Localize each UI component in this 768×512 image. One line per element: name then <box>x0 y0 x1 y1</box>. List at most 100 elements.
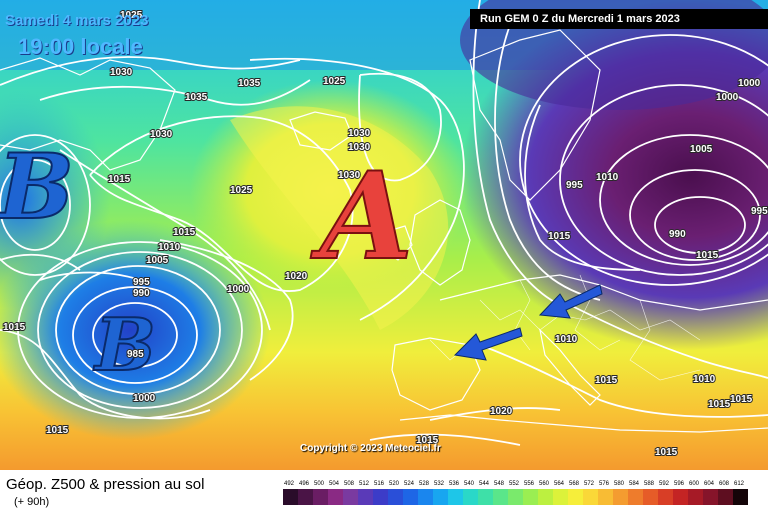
scale-swatch <box>568 489 583 505</box>
isobar-label: 995 <box>566 180 583 191</box>
scale-value: 564 <box>554 481 565 487</box>
scale-value: 552 <box>509 481 520 487</box>
isobar <box>39 271 141 281</box>
italy-coast <box>539 328 601 406</box>
scale-swatch <box>373 489 388 505</box>
scale-swatch <box>508 489 523 505</box>
isobar-label: 1015 <box>46 425 69 436</box>
scale-swatch <box>643 489 658 505</box>
isobar <box>159 239 294 381</box>
scale-value: 492 <box>284 481 295 487</box>
scale-value: 536 <box>449 481 460 487</box>
isobar-label: 1015 <box>3 322 26 333</box>
isobar-label: 1030 <box>338 170 361 181</box>
isobar-label: 1015 <box>708 399 731 410</box>
scale-swatch <box>478 489 493 505</box>
isobar-label: 1030 <box>150 129 173 140</box>
scale-swatch <box>598 489 613 505</box>
ridge-band <box>230 106 449 330</box>
scale-value: 544 <box>479 481 490 487</box>
scale-value: 608 <box>719 481 730 487</box>
isobar-labels: 1025 1030 1035 1030 1035 1025 1030 1030 … <box>2 9 768 459</box>
isobar <box>249 57 465 321</box>
british-isles-coast <box>409 199 471 286</box>
forecast-time: 19:00 locale <box>18 34 143 59</box>
iceland-coast <box>289 111 353 151</box>
isobars <box>0 0 768 445</box>
scale-value: 612 <box>734 481 745 487</box>
scale-value: 584 <box>629 481 640 487</box>
isobar-label: 1005 <box>690 144 713 155</box>
isobar <box>0 329 211 420</box>
isobar-label: 985 <box>127 349 144 360</box>
isobar <box>0 253 81 271</box>
isobar-label: 1015 <box>595 375 618 386</box>
copyright: Copyright © 2023 Meteociel.fr <box>300 443 441 454</box>
scale-swatch <box>583 489 598 505</box>
isobar <box>472 0 561 306</box>
legend-title: Géop. Z500 & pression au sol <box>6 476 205 493</box>
scale-swatch <box>628 489 643 505</box>
isobar-label: 1015 <box>696 250 719 261</box>
isobar-label: 1010 <box>693 374 716 385</box>
high-pressure-letter: A <box>310 146 413 287</box>
isobar-label: 1000 <box>738 78 761 89</box>
isobar-label: 1015 <box>416 435 439 446</box>
isobar-label: 995 <box>133 277 150 288</box>
isobar <box>0 56 301 86</box>
scale-swatch <box>403 489 418 505</box>
scale-swatch <box>418 489 433 505</box>
scale-swatch <box>658 489 673 505</box>
scale-swatch <box>493 489 508 505</box>
forecast-date: Samedi 4 mars 2023 <box>5 12 149 29</box>
isobar-label: 1020 <box>285 271 308 282</box>
isobar <box>494 24 601 301</box>
low-contours-west <box>17 241 263 419</box>
scale-value: 556 <box>524 481 535 487</box>
isobar-label: 1015 <box>655 447 678 458</box>
run-title: Run GEM 0 Z du Mercredi 1 mars 2023 <box>470 9 768 29</box>
isobar-label: 1000 <box>133 393 156 404</box>
wind-arrow-icon <box>453 284 603 361</box>
isobar <box>89 115 354 293</box>
scale-swatch <box>433 489 448 505</box>
scale-value: 496 <box>299 481 310 487</box>
scale-value: 504 <box>329 481 340 487</box>
isobar-label: 1005 <box>146 255 169 266</box>
scale-swatch <box>523 489 538 505</box>
ireland-coast <box>383 225 413 261</box>
scale-value: 528 <box>419 481 430 487</box>
isobar <box>479 344 768 418</box>
isobar <box>559 299 768 379</box>
isobar-label: 1010 <box>596 172 619 183</box>
scale-value: 540 <box>464 481 475 487</box>
color-scale: 492 496 500 504 508 512 516 520 524 528 532 536 540 5… <box>283 481 748 505</box>
legend-subtitle: (+ 90h) <box>14 496 50 508</box>
isobar-label: 1010 <box>158 242 181 253</box>
isobar <box>524 104 641 271</box>
isobar-label: 990 <box>133 288 150 299</box>
scale-swatch <box>703 489 718 505</box>
low-pressure-letter-west: B <box>93 302 156 387</box>
scale-value: 572 <box>584 481 595 487</box>
scale-swatch <box>673 489 688 505</box>
isobar-label: 1000 <box>227 284 250 295</box>
scale-swatch <box>613 489 628 505</box>
isobar <box>39 79 311 106</box>
scale-swatch <box>448 489 463 505</box>
isobar-label: 1025 <box>230 185 253 196</box>
scale-value: 588 <box>644 481 655 487</box>
isobar-label: 1025 <box>323 76 346 87</box>
scale-value: 560 <box>539 481 550 487</box>
scale-value: 508 <box>344 481 355 487</box>
scale-swatch <box>718 489 733 505</box>
isobar <box>358 72 442 182</box>
iberia-coast <box>391 337 481 411</box>
scale-value: 516 <box>374 481 385 487</box>
isobar-label: 995 <box>751 206 768 217</box>
low-contours-east <box>519 34 768 286</box>
isobar-label: 1030 <box>348 142 371 153</box>
isobar <box>369 433 521 446</box>
scale-swatch <box>733 489 748 505</box>
scale-value: 592 <box>659 481 670 487</box>
